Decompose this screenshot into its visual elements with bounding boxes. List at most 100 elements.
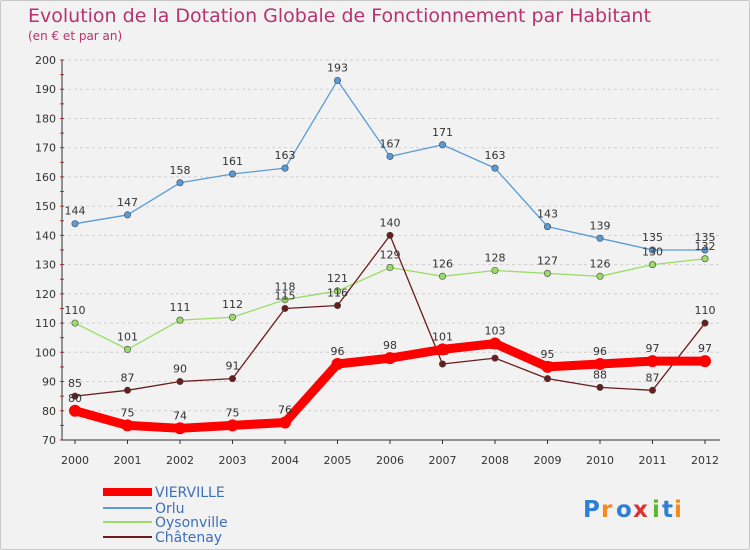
x-tick-label: 2008	[481, 454, 509, 467]
data-point-orlu	[491, 164, 499, 172]
series-chtenay: 858790911151161409698918887110	[68, 216, 716, 400]
x-tick-label: 2005	[324, 454, 352, 467]
data-label-orlu: 167	[380, 137, 401, 150]
data-label-oysonville: 126	[432, 257, 453, 270]
data-point-chtenay	[543, 375, 551, 383]
data-point-chtenay	[386, 231, 394, 239]
data-label-chtenay: 110	[695, 304, 716, 317]
data-point-chtenay	[176, 378, 184, 386]
data-point-orlu	[333, 76, 341, 84]
data-label-chtenay: 87	[121, 371, 135, 384]
data-label-oysonville: 129	[380, 249, 401, 262]
x-tick-label: 2006	[376, 454, 404, 467]
data-label-oysonville: 118	[275, 281, 296, 294]
data-point-vierville	[646, 355, 659, 368]
data-point-chtenay	[491, 354, 499, 362]
data-label-vierville: 96	[593, 345, 607, 358]
data-point-orlu	[229, 170, 237, 178]
data-label-chtenay: 85	[68, 377, 82, 390]
logo-letter: i	[652, 497, 660, 523]
data-label-vierville: 103	[485, 325, 506, 338]
plot-background	[62, 60, 720, 440]
data-label-orlu: 161	[222, 155, 243, 168]
x-tick-label: 2002	[166, 454, 194, 467]
data-label-chtenay: 87	[646, 371, 660, 384]
data-point-chtenay	[124, 386, 132, 394]
data-point-vierville	[121, 419, 134, 432]
data-label-oysonville: 101	[117, 330, 138, 343]
x-tick-label: 2011	[639, 454, 667, 467]
data-point-oysonville	[543, 269, 551, 277]
data-point-oysonville	[333, 287, 341, 295]
data-point-chtenay	[71, 392, 79, 400]
data-label-orlu: 143	[537, 208, 558, 221]
data-label-vierville: 76	[278, 403, 292, 416]
x-tick-label: 2007	[429, 454, 457, 467]
x-tick-label: 2009	[534, 454, 562, 467]
legend-item-chtenay: Châtenay	[103, 530, 222, 546]
data-label-orlu: 171	[432, 126, 453, 139]
data-point-orlu	[543, 223, 551, 231]
data-label-oysonville: 127	[537, 254, 558, 267]
data-label-orlu: 144	[65, 205, 86, 218]
x-tick-label: 2000	[61, 454, 89, 467]
logo-letter: i	[674, 497, 682, 523]
y-tick-label: 170	[35, 142, 56, 155]
data-label-orlu: 163	[275, 149, 296, 162]
data-point-orlu	[176, 179, 184, 187]
y-tick-label: 190	[35, 83, 56, 96]
y-tick-label: 100	[35, 346, 56, 359]
data-label-vierville: 75	[226, 406, 240, 419]
data-label-vierville: 97	[646, 342, 660, 355]
data-point-vierville	[174, 422, 186, 435]
data-point-vierville	[489, 337, 501, 350]
data-point-chtenay	[596, 383, 604, 391]
data-label-oysonville: 130	[642, 246, 663, 259]
data-label-chtenay: 90	[173, 363, 187, 376]
data-label-oysonville: 121	[327, 272, 348, 285]
data-point-chtenay	[701, 319, 709, 327]
data-point-orlu	[596, 234, 604, 242]
data-label-orlu: 139	[590, 219, 611, 232]
data-label-oysonville: 132	[695, 240, 716, 253]
legend-item-vierville: VIERVILLE	[103, 485, 225, 501]
logo-letter: P	[583, 497, 600, 523]
data-label-vierville: 74	[173, 409, 187, 422]
data-label-oysonville: 126	[590, 257, 611, 270]
data-point-orlu	[648, 246, 656, 254]
legend-label-oysonville: Oysonville	[155, 515, 228, 531]
data-label-oysonville: 111	[170, 301, 191, 314]
data-point-oysonville	[229, 313, 237, 321]
data-label-vierville: 101	[432, 330, 453, 343]
data-point-vierville	[541, 360, 554, 373]
x-tick-label: 2001	[114, 454, 142, 467]
logo-letter: r	[601, 497, 613, 523]
data-label-orlu: 135	[695, 231, 716, 244]
data-label-orlu: 158	[170, 164, 191, 177]
legend-label-chtenay: Châtenay	[155, 530, 222, 546]
chart-subtitle: (en € et par an)	[28, 29, 122, 43]
data-point-vierville	[594, 358, 606, 370]
data-point-chtenay	[438, 360, 446, 368]
data-label-vierville: 98	[383, 339, 397, 352]
series-oysonville: 110 101 111 112 118 121 129 126 128 127 126 130 132	[65, 240, 716, 353]
y-tick-label: 180	[35, 112, 56, 125]
data-point-oysonville	[648, 261, 656, 269]
data-label-oysonville: 110	[65, 304, 86, 317]
x-tick-label: 2003	[219, 454, 247, 467]
logo-letter: t	[662, 497, 673, 523]
chart-title: Evolution de la Dotation Globale de Fonc…	[28, 5, 651, 27]
data-point-oysonville	[596, 272, 604, 280]
data-point-chtenay	[229, 375, 237, 383]
logo-letter: x	[633, 497, 648, 523]
legend-label-orlu: Orlu	[155, 501, 185, 517]
data-point-vierville	[226, 419, 239, 432]
y-tick-label: 110	[35, 317, 56, 330]
data-label-vierville: 97	[698, 342, 712, 355]
legend-item-orlu: Orlu	[103, 501, 185, 517]
data-label-orlu: 135	[642, 231, 663, 244]
data-label-orlu: 163	[485, 149, 506, 162]
y-tick-label: 90	[42, 376, 56, 389]
